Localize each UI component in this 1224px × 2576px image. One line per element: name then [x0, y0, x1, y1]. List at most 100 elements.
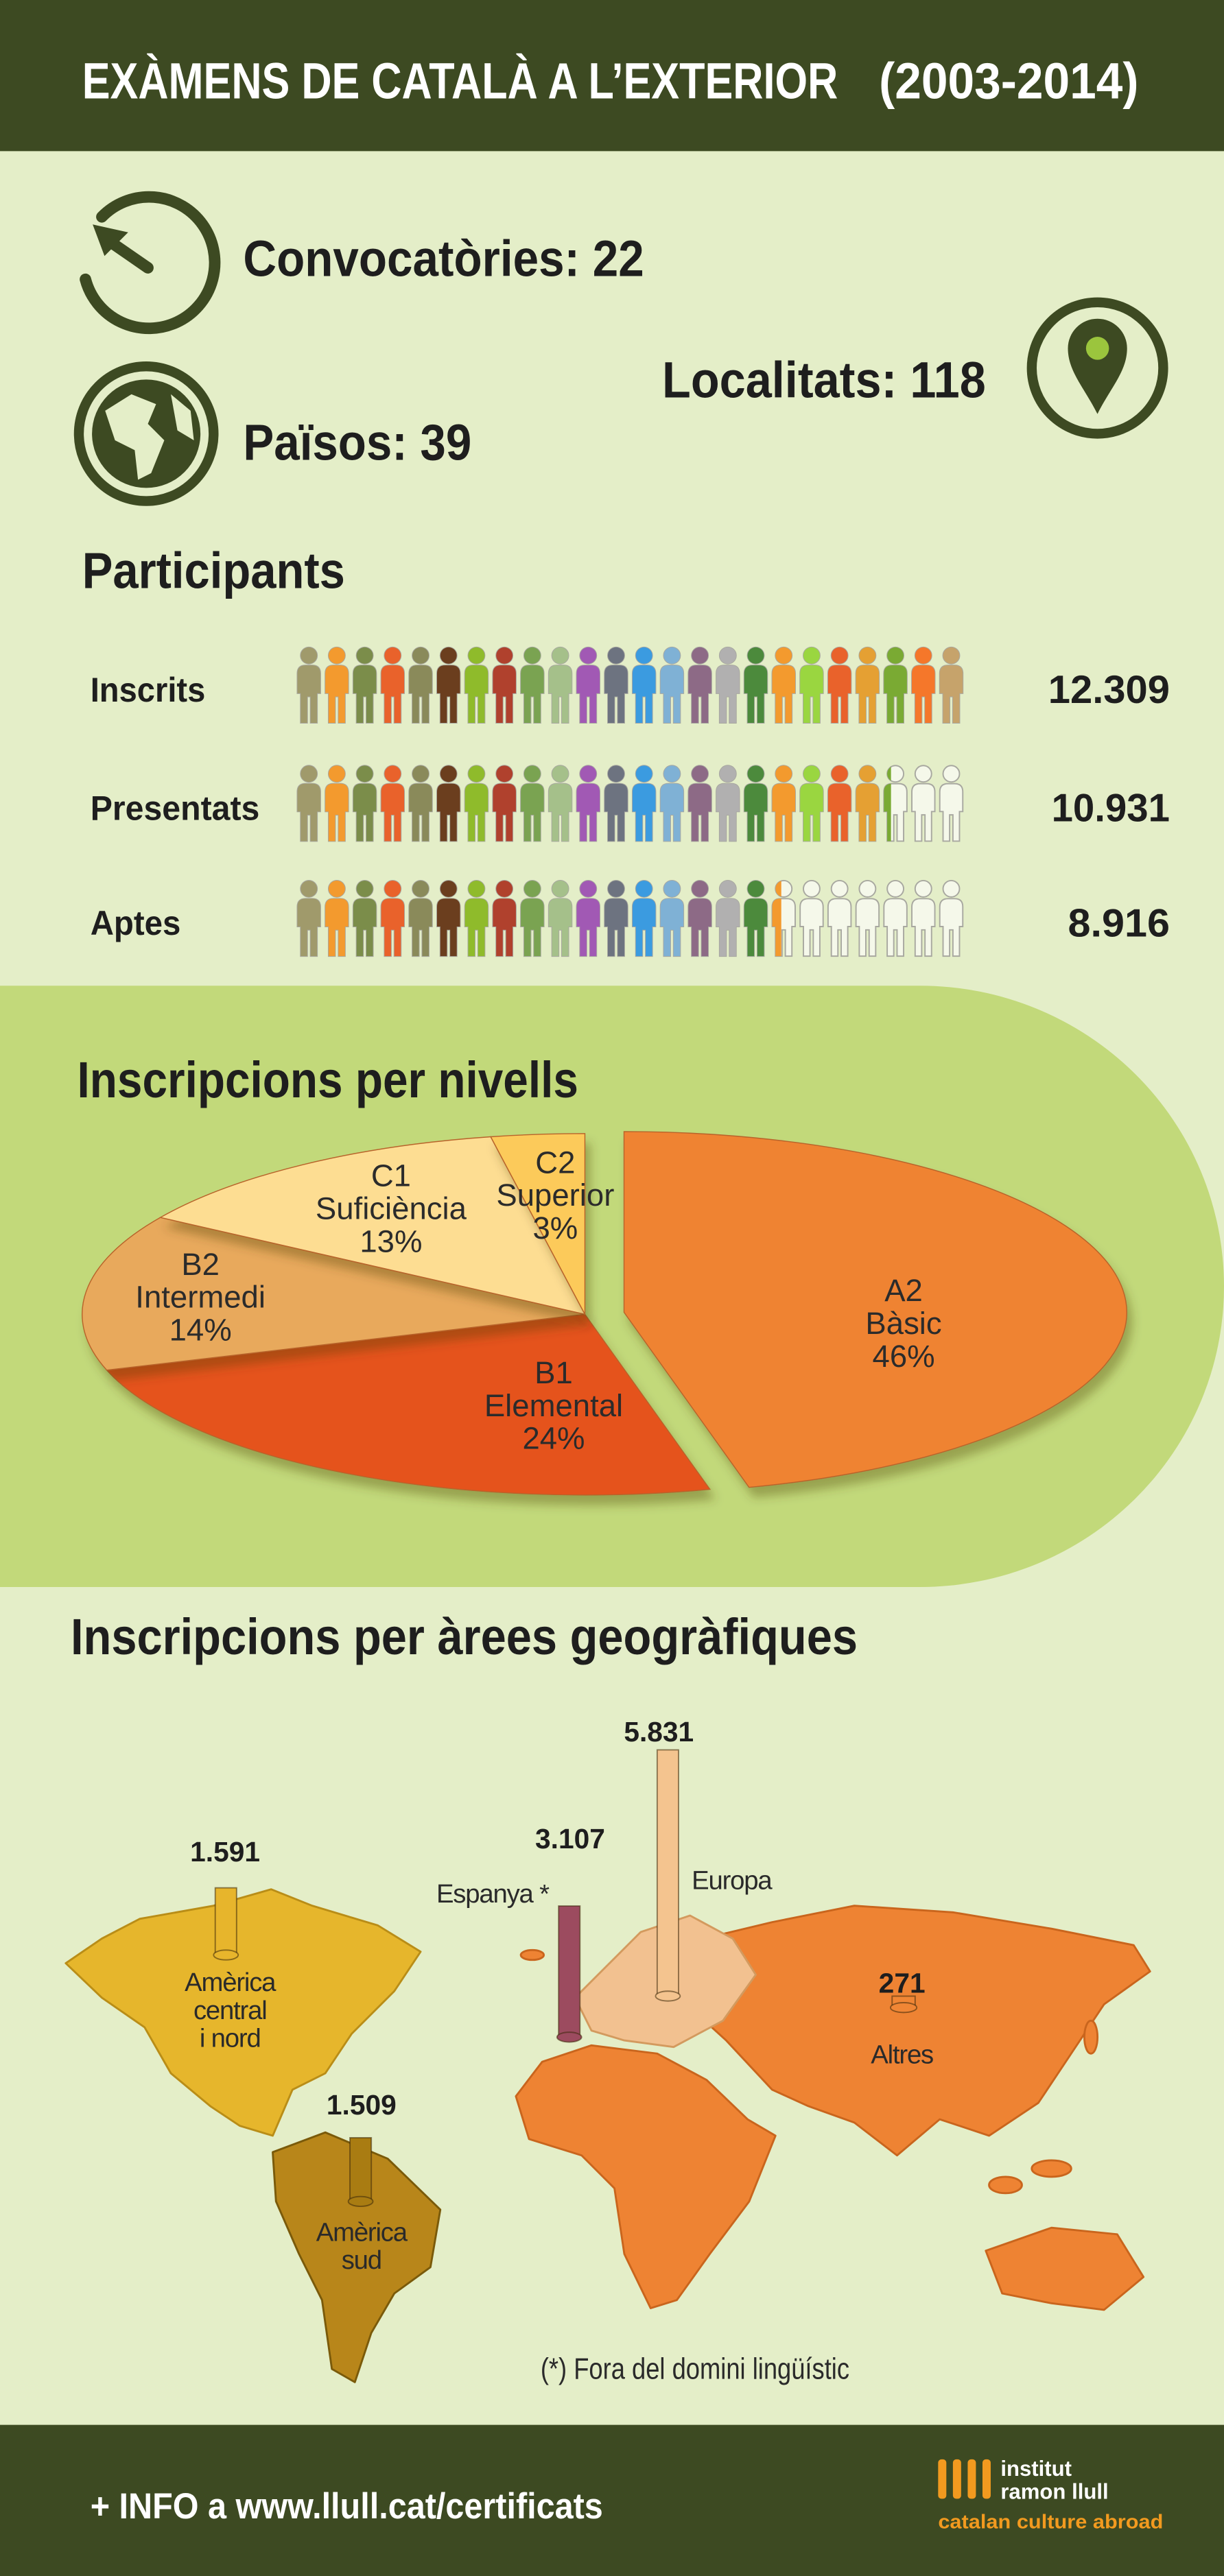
slice-value: 24% — [522, 1421, 585, 1456]
person-body — [744, 665, 768, 723]
person-body — [325, 665, 349, 723]
person-body — [493, 665, 516, 723]
slice-level: B2 — [181, 1247, 220, 1282]
bar-base — [889, 2002, 918, 2014]
person-body — [493, 898, 516, 957]
person-head — [887, 647, 904, 664]
person-body — [604, 665, 628, 723]
person-body — [688, 665, 711, 723]
person-head — [552, 765, 569, 783]
person-head — [328, 880, 345, 897]
person-head — [887, 767, 891, 781]
person-head — [803, 879, 821, 898]
person-head — [663, 765, 681, 783]
person-body — [716, 783, 740, 842]
slice-name: Bàsic — [865, 1306, 941, 1341]
person-head — [580, 880, 597, 897]
person-head — [552, 647, 569, 664]
person-head — [943, 647, 960, 664]
person-body — [912, 665, 935, 723]
bar-category: i nord — [200, 2024, 261, 2053]
pictogram: Inscrits 12.309 Presentats 10.931 Aptes 8.916 — [91, 646, 1170, 957]
person-body — [409, 898, 432, 957]
person-body — [911, 898, 936, 957]
person-head — [356, 765, 373, 783]
person-head — [775, 765, 792, 783]
person-body — [409, 783, 432, 842]
person-head — [496, 765, 513, 783]
person-head — [859, 647, 876, 664]
person-body — [772, 898, 781, 957]
bar-category: Amèrica — [185, 1968, 276, 1997]
person-head — [830, 879, 849, 898]
person-body — [688, 898, 711, 957]
pie-slice — [158, 1136, 586, 1315]
person-body — [799, 898, 824, 957]
person-body — [297, 898, 320, 957]
person-body — [325, 783, 349, 842]
logo-mark — [938, 2459, 991, 2499]
pictogram-row — [297, 880, 781, 957]
person-body — [632, 783, 656, 842]
person-head — [496, 880, 513, 897]
person-body — [716, 898, 740, 957]
person-head — [468, 880, 485, 897]
person-body — [436, 665, 460, 723]
slice-name: Superior — [496, 1178, 614, 1213]
slice-value: 3% — [533, 1211, 578, 1245]
section-title: Inscripcions per àrees geogràfiques — [71, 1608, 858, 1665]
person-body — [297, 783, 320, 842]
person-head — [523, 647, 541, 664]
clock-icon — [80, 191, 221, 335]
person-body — [800, 665, 823, 723]
person-head — [803, 647, 820, 664]
bar — [214, 1887, 237, 1956]
pictogram-row — [297, 765, 891, 842]
person-body — [884, 665, 907, 723]
person-body — [464, 898, 489, 957]
slice-level: C2 — [535, 1145, 575, 1180]
pictogram-row — [297, 647, 963, 723]
person-head — [468, 765, 485, 783]
bar-category: central — [193, 1996, 267, 2025]
person-head — [663, 880, 681, 897]
person-head — [803, 765, 820, 783]
person-head — [328, 765, 345, 783]
person-body — [939, 665, 963, 723]
person-body — [576, 783, 600, 842]
person-head — [692, 880, 709, 897]
bar-value: 3.107 — [535, 1823, 605, 1855]
person-body — [716, 665, 740, 723]
location-icon — [1026, 297, 1168, 439]
person-body — [827, 783, 851, 842]
bar-category: sud — [342, 2245, 381, 2275]
bar — [656, 1749, 679, 1997]
person-head — [608, 647, 624, 664]
person-body — [493, 783, 516, 842]
person-head — [384, 765, 401, 783]
person-head — [356, 880, 373, 897]
person-body — [660, 898, 684, 957]
person-body — [939, 783, 964, 842]
person-head — [915, 647, 932, 664]
stat-localitats: Localitats: 118 — [662, 352, 986, 409]
person-body — [381, 898, 405, 957]
footer-link[interactable]: + INFO a www.llull.cat/certificats — [91, 2486, 603, 2527]
person-head — [384, 880, 401, 897]
stat-paisos: Països: 39 — [243, 414, 471, 471]
person-head — [831, 765, 848, 783]
person-head — [356, 647, 373, 664]
person-body — [827, 665, 851, 723]
bar-base — [556, 2031, 582, 2043]
person-body — [381, 665, 405, 723]
person-body — [521, 898, 544, 957]
section-title: Participants — [82, 542, 345, 599]
pie-slice — [82, 1217, 585, 1371]
row-label: Inscrits — [91, 670, 206, 709]
logo-tagline: catalan culture abroad — [938, 2512, 1163, 2533]
person-head — [301, 880, 318, 897]
